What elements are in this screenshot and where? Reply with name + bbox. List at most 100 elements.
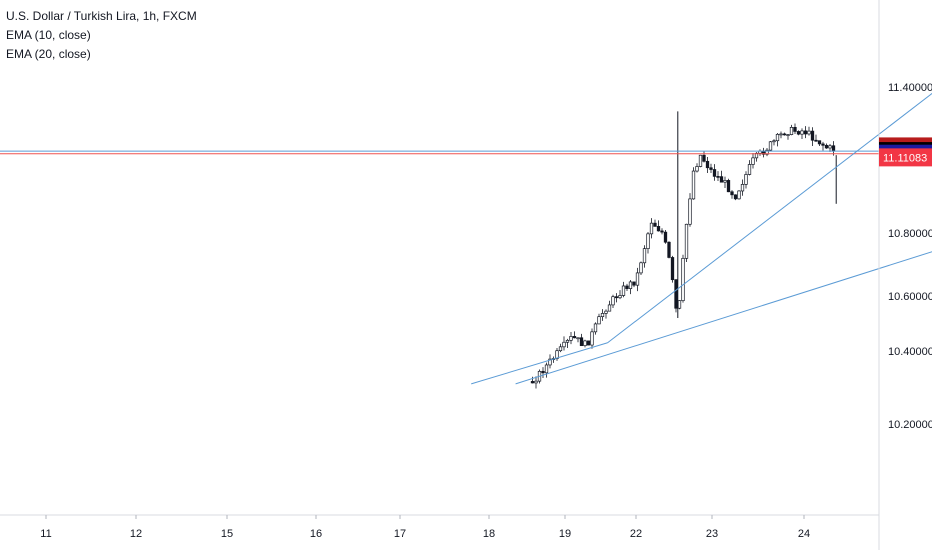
candle-body <box>747 164 752 175</box>
candle-body <box>660 230 664 233</box>
trend-line-3[interactable] <box>471 342 608 385</box>
candle-body <box>541 370 545 374</box>
x-tick-label: 16 <box>310 528 322 540</box>
x-tick-label: 19 <box>559 528 571 540</box>
candle-body <box>670 257 675 281</box>
candle-body <box>768 141 773 151</box>
candle-body <box>681 257 685 302</box>
chart-legend: U.S. Dollar / Turkish Lira, 1h, FXCM EMA… <box>6 7 197 64</box>
plot-area[interactable] <box>46 0 837 389</box>
candle-body <box>733 194 738 200</box>
candle-body <box>716 176 720 178</box>
x-tick-label: 24 <box>798 528 810 540</box>
candle-body <box>614 296 619 299</box>
trend-line-2[interactable] <box>607 51 932 344</box>
candle-body <box>726 180 731 193</box>
candle-body <box>796 131 801 135</box>
candle-body <box>695 166 699 172</box>
candle-body <box>569 336 573 341</box>
candle-body <box>775 133 780 142</box>
candle-body <box>807 130 811 135</box>
candle-body <box>565 339 570 343</box>
candle-body <box>579 337 584 347</box>
candle-body <box>642 248 647 264</box>
candle-body <box>548 358 552 366</box>
candle-body <box>772 140 776 143</box>
candle-body <box>583 340 587 347</box>
candle-body <box>621 285 626 296</box>
x-tick-label: 11 <box>40 528 51 540</box>
candle-body <box>824 144 829 149</box>
candle-body <box>712 169 717 177</box>
y-tick-label: 11.40000 <box>888 82 932 94</box>
x-tick-label: 15 <box>221 528 233 540</box>
candle-body <box>663 231 668 243</box>
candle-body <box>730 191 734 196</box>
candle-body <box>789 126 794 135</box>
candle-body <box>740 184 745 192</box>
candle-body <box>688 198 692 225</box>
price-tag <box>879 148 932 167</box>
candle-body <box>618 295 622 299</box>
candle-body <box>684 223 689 259</box>
candle-body <box>744 174 748 185</box>
candle-body <box>635 272 640 286</box>
candle-body <box>810 130 815 141</box>
candle-body <box>698 154 703 167</box>
candle-body <box>576 337 580 340</box>
candle-body <box>590 331 594 346</box>
candle-body <box>628 281 633 289</box>
price-lines <box>0 150 879 155</box>
trend-line-1[interactable] <box>515 221 932 385</box>
legend-ema10: EMA (10, close) <box>6 28 91 42</box>
legend-title: U.S. Dollar / Turkish Lira, 1h, FXCM <box>6 9 197 23</box>
candle-body <box>765 149 769 155</box>
candle-body <box>530 381 535 384</box>
x-tick-label: 23 <box>706 528 718 540</box>
y-tick-label: 10.60000 <box>888 291 932 303</box>
candle-body <box>821 143 825 146</box>
trend-lines[interactable] <box>471 51 932 385</box>
candle-body <box>803 130 808 135</box>
candle-body <box>709 167 713 170</box>
candle-body <box>639 262 643 274</box>
legend-ema20: EMA (20, close) <box>6 47 91 61</box>
candle-body <box>544 364 549 374</box>
candle-body <box>723 180 727 183</box>
candle-body <box>604 310 608 314</box>
candle-body <box>632 281 636 286</box>
y-tick-label: 10.40000 <box>888 346 932 358</box>
candle-body <box>597 316 601 325</box>
candle-body <box>786 134 790 136</box>
candle-body <box>751 157 755 165</box>
candle-body <box>656 226 661 232</box>
candle-body <box>793 126 797 132</box>
y-tick-label: 10.00000 <box>888 0 932 3</box>
candle-body <box>646 233 650 250</box>
candle-body <box>586 340 591 346</box>
candle-body <box>737 190 741 200</box>
candle-body <box>558 346 563 352</box>
candle-body <box>625 285 629 289</box>
candle-body <box>534 380 538 384</box>
candle-body <box>705 160 710 169</box>
x-tick-label: 22 <box>630 528 642 540</box>
x-tick-label: 12 <box>130 528 142 540</box>
candle-body <box>817 140 822 145</box>
candle-body <box>649 222 654 235</box>
price-tag-label: 11.11083 <box>883 152 927 164</box>
candle-body <box>555 350 559 359</box>
candle-body <box>593 323 598 333</box>
candle-body <box>572 336 577 339</box>
candle-body <box>719 176 724 183</box>
y-tick-label: 10.80000 <box>888 228 932 240</box>
candle-body <box>779 133 783 136</box>
candle-body <box>667 241 671 258</box>
candle-body <box>831 145 836 152</box>
candle-body <box>653 222 657 227</box>
price-tags: 11.1558111.1366611.1258211.11083 <box>879 137 932 167</box>
candle-body <box>677 300 682 309</box>
candle-body <box>674 279 678 309</box>
